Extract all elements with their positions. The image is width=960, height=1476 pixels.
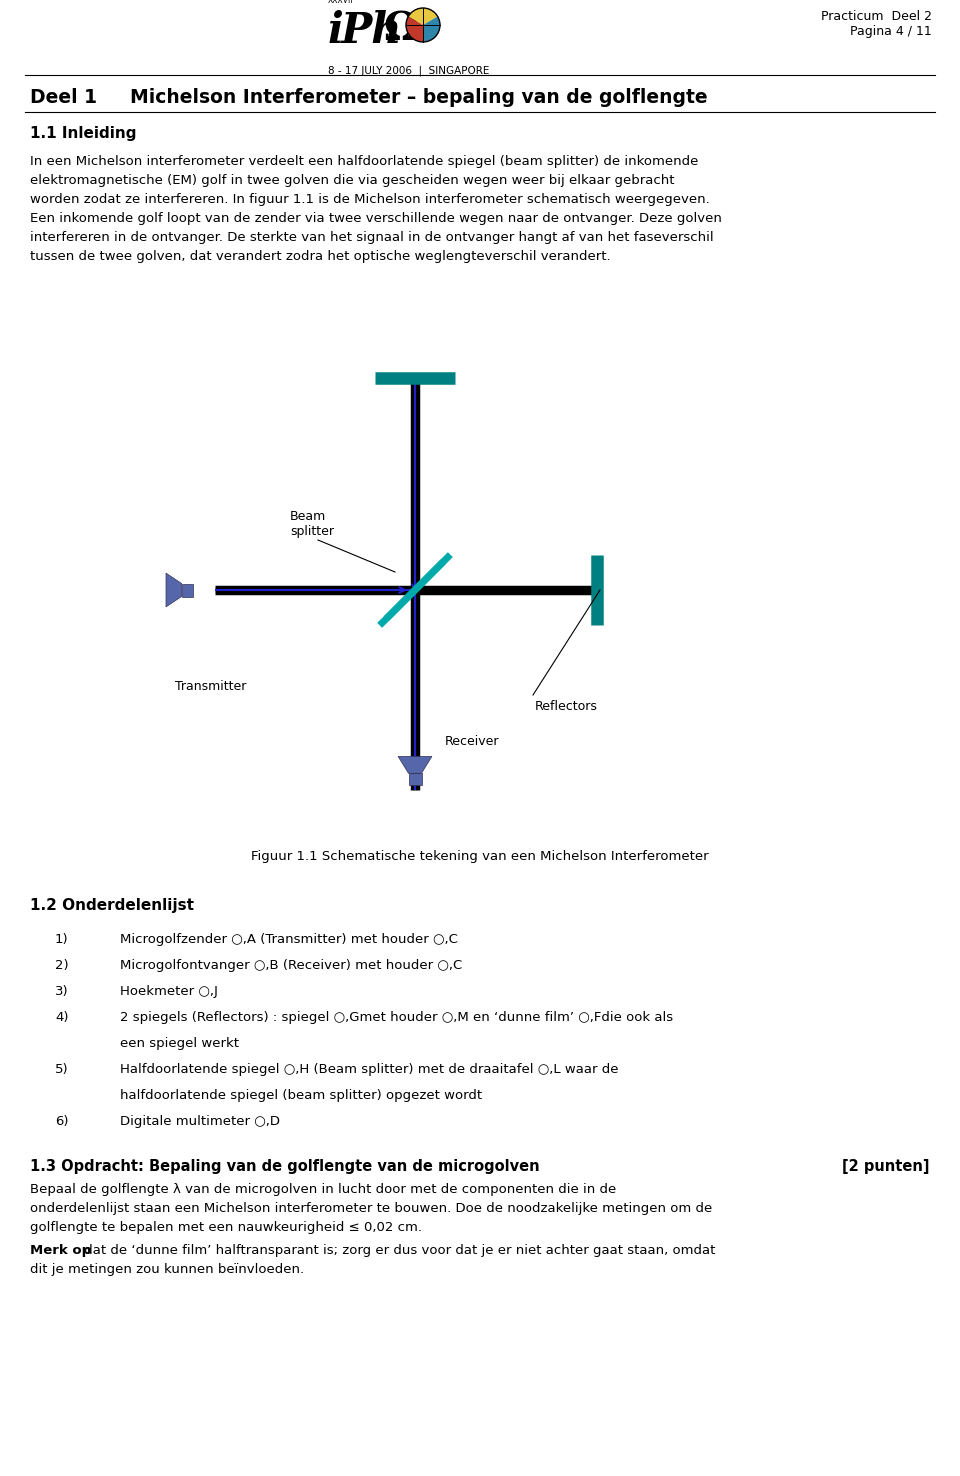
Text: 1.3 Opdracht: Bepaling van de golflengte van de microgolven: 1.3 Opdracht: Bepaling van de golflengte… — [30, 1159, 540, 1173]
Text: elektromagnetische (EM) golf in twee golven die via gescheiden wegen weer bij el: elektromagnetische (EM) golf in twee gol… — [30, 174, 675, 187]
Text: een spiegel werkt: een spiegel werkt — [120, 1038, 239, 1049]
Text: worden zodat ze interfereren. In figuur 1.1 is de Michelson interferometer schem: worden zodat ze interfereren. In figuur … — [30, 193, 709, 207]
Text: i: i — [328, 10, 344, 52]
Text: dat de ‘dunne film’ halftransparant is; zorg er dus voor dat je er niet achter g: dat de ‘dunne film’ halftransparant is; … — [80, 1244, 715, 1258]
Text: halfdoorlatende spiegel (beam splitter) opgezet wordt: halfdoorlatende spiegel (beam splitter) … — [120, 1089, 482, 1103]
Text: Beam
splitter: Beam splitter — [290, 511, 334, 537]
Text: Ω: Ω — [383, 10, 418, 49]
Text: Reflectors: Reflectors — [535, 700, 598, 713]
Text: Digitale multimeter ○,D: Digitale multimeter ○,D — [120, 1114, 280, 1128]
Text: onderdelenlijst staan een Michelson interferometer te bouwen. Doe de noodzakelij: onderdelenlijst staan een Michelson inte… — [30, 1201, 712, 1215]
Text: Merk op: Merk op — [30, 1244, 91, 1258]
Text: interfereren in de ontvanger. De sterkte van het signaal in de ontvanger hangt a: interfereren in de ontvanger. De sterkte… — [30, 232, 713, 244]
Text: 6): 6) — [55, 1114, 68, 1128]
Text: Microgolfontvanger ○,B (​Receiver​) met houder ○,C: Microgolfontvanger ○,B (​Receiver​) met … — [120, 959, 463, 973]
Text: Een inkomende golf loopt van de zender via twee verschillende wegen naar de ontv: Een inkomende golf loopt van de zender v… — [30, 213, 722, 224]
Wedge shape — [423, 16, 440, 41]
Polygon shape — [166, 573, 181, 607]
Text: Deel 1: Deel 1 — [30, 89, 97, 106]
Text: 4): 4) — [55, 1011, 68, 1024]
Text: Practicum  Deel 2
Pagina 4 / 11: Practicum Deel 2 Pagina 4 / 11 — [821, 10, 932, 38]
Text: Microgolfzender ○,A (​Transmitter​) met houder ○,C: Microgolfzender ○,A (​Transmitter​) met … — [120, 933, 458, 946]
Bar — [409, 773, 421, 785]
Text: Michelson Interferometer – bepaling van de golflengte: Michelson Interferometer – bepaling van … — [130, 89, 708, 106]
Text: Halfdoorlatende spiegel ○,H (​Beam splitter​) met de draaitafel ○,L waar de: Halfdoorlatende spiegel ○,H (​Beam split… — [120, 1063, 618, 1076]
Text: 1.1 Inleiding: 1.1 Inleiding — [30, 125, 136, 142]
Text: Bepaal de golflengte λ van de microgolven in lucht door met de componenten die i: Bepaal de golflengte λ van de microgolve… — [30, 1182, 616, 1196]
Text: 8 - 17 JULY 2006  |  SINGAPORE: 8 - 17 JULY 2006 | SINGAPORE — [328, 66, 490, 77]
Text: In een Michelson interferometer verdeelt een halfdoorlatende spiegel (beam split: In een Michelson interferometer verdeelt… — [30, 155, 698, 168]
Bar — [181, 583, 193, 596]
Text: 1): 1) — [55, 933, 68, 946]
Text: Hoekmeter ○,J: Hoekmeter ○,J — [120, 984, 218, 998]
Text: 3): 3) — [55, 984, 68, 998]
Text: 5): 5) — [55, 1063, 68, 1076]
Text: Figuur 1.1 Schematische tekening van een Michelson Interferometer: Figuur 1.1 Schematische tekening van een… — [252, 850, 708, 863]
Text: golflengte te bepalen met een nauwkeurigheid ≤ 0,02 cm.: golflengte te bepalen met een nauwkeurig… — [30, 1221, 422, 1234]
Text: 2): 2) — [55, 959, 68, 973]
Text: 2 spiegels (​Reflectors​) : spiegel ○,Gmet houder ○,M en ‘dunne film’ ○,Fdie ook: 2 spiegels (​Reflectors​) : spiegel ○,Gm… — [120, 1011, 673, 1024]
Polygon shape — [398, 756, 432, 773]
Text: 1.2 Onderdelenlijst: 1.2 Onderdelenlijst — [30, 897, 194, 914]
Wedge shape — [406, 16, 423, 41]
Text: Ph: Ph — [341, 10, 402, 52]
Text: Transmitter: Transmitter — [175, 680, 247, 694]
Text: XXXVII: XXXVII — [328, 0, 353, 4]
Text: tussen de twee golven, dat verandert zodra het optische weglengteverschil verand: tussen de twee golven, dat verandert zod… — [30, 249, 611, 263]
Text: Receiver: Receiver — [445, 735, 499, 748]
Text: dit je metingen zou kunnen beïnvloeden.: dit je metingen zou kunnen beïnvloeden. — [30, 1263, 304, 1275]
Text: [2 punten]: [2 punten] — [843, 1159, 930, 1173]
Wedge shape — [408, 7, 438, 25]
